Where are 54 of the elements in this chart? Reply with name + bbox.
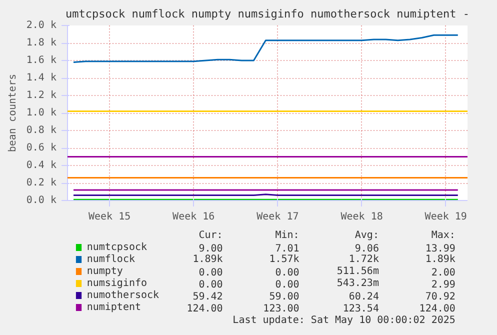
- text: 1.57k: [269, 254, 300, 265]
- text: Avg:: [354, 230, 379, 241]
- y-tick-label: 0.0 k: [26, 195, 57, 206]
- text: 59.00: [269, 292, 300, 302]
- text: 1.89k: [425, 254, 456, 265]
- text: Min:: [275, 230, 300, 241]
- y-tick-label: 0.8 k: [26, 125, 57, 136]
- line-series: [72, 34, 459, 63]
- x-tick-label: Week 18: [340, 212, 383, 222]
- y-tick-label: 1.2 k: [26, 90, 57, 101]
- legend-label: numflock: [86, 254, 135, 265]
- text: 0.00: [198, 280, 223, 290]
- text: 1.72k: [348, 254, 379, 265]
- text: 511.56m: [336, 266, 379, 277]
- legend-label: numiptent: [86, 302, 142, 313]
- text: 543.23m: [336, 278, 379, 289]
- text: 1.89k: [192, 254, 223, 265]
- text: 0.00: [275, 268, 300, 278]
- text: 123.00: [263, 304, 300, 314]
- text: 9.06: [354, 244, 379, 254]
- y-tick-label: 0.2 k: [26, 178, 57, 188]
- y-tick-label: 0.6 k: [26, 142, 57, 154]
- text: 124.00: [186, 304, 223, 314]
- text: Cur:: [198, 230, 223, 241]
- text: 0.00: [275, 280, 300, 290]
- text: 124.00: [419, 304, 456, 314]
- text: 60.24: [348, 292, 379, 302]
- text: 59.42: [192, 292, 223, 302]
- text: Max:: [431, 230, 456, 241]
- legend-label: numtcpsock: [86, 242, 148, 253]
- legend-label: numpty: [86, 266, 123, 277]
- legend-label: numothersock: [86, 290, 160, 301]
- y-tick-label: 2.0 k: [26, 20, 57, 31]
- text: 2.00: [431, 268, 456, 278]
- text: Last update: Sat May 10 00:00:02 2025: [232, 315, 456, 326]
- y-tick-label: 0.4 k: [26, 160, 57, 171]
- text: 123.54: [342, 304, 379, 314]
- x-tick-label: Week 17: [256, 212, 299, 222]
- text: 9.00: [198, 244, 223, 254]
- text: 7.01: [275, 244, 300, 254]
- y-tick-label: 1.0 k: [26, 108, 57, 118]
- text: 2.99: [431, 280, 456, 290]
- y-tick-label: 1.4 k: [26, 72, 57, 84]
- y-tick-label: 1.8 k: [26, 38, 57, 48]
- x-tick-label: Week 16: [172, 212, 215, 222]
- text: 0.00: [198, 268, 223, 278]
- x-tick-label: Week 15: [88, 212, 131, 222]
- x-tick-label: Week 19: [424, 212, 467, 222]
- legend-label: numsiginfo: [86, 278, 148, 289]
- chart-title: umtcpsock numflock numpty numsiginfo numothersock numiptent -: [66, 8, 470, 20]
- y-axis-title: bean counters: [7, 74, 18, 152]
- text: 13.99: [425, 244, 456, 254]
- text: 70.92: [425, 292, 456, 302]
- y-tick-label: 1.6 k: [26, 55, 57, 66]
